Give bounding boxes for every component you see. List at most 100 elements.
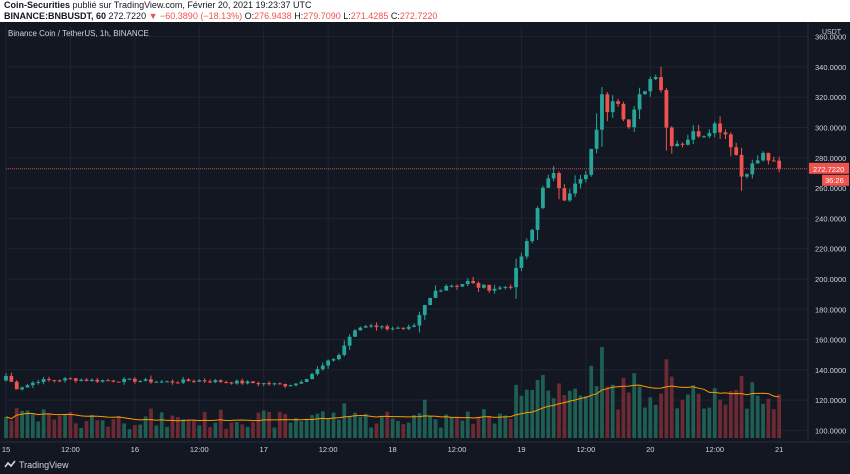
volume-bar bbox=[122, 423, 126, 438]
candle-body bbox=[428, 297, 433, 305]
candle-body bbox=[557, 173, 561, 189]
volume-bar bbox=[41, 409, 46, 438]
volume-bar bbox=[567, 390, 572, 438]
volume-bar bbox=[251, 421, 255, 438]
volume-bar bbox=[100, 420, 105, 438]
price-axis[interactable]: 360.0000 340.0000 320.0000 300.0000 280.0000… bbox=[809, 29, 849, 435]
candle-body bbox=[127, 378, 132, 380]
time-axis[interactable]: 15 12:00 16 12:00 17 12:00 18 12:00 19 12:00 20 12:… bbox=[2, 445, 783, 454]
volume-bar bbox=[374, 423, 379, 438]
volume-bar bbox=[626, 392, 631, 438]
tradingview-logo-icon[interactable] bbox=[4, 459, 16, 471]
volume-bar bbox=[766, 398, 771, 438]
publish-info: publié sur TradingView.com, Février 20, … bbox=[72, 0, 312, 10]
candle-body bbox=[213, 380, 218, 383]
candle-body bbox=[143, 379, 148, 381]
candle-body bbox=[669, 127, 674, 147]
volume-bar bbox=[218, 409, 223, 438]
volume-bar bbox=[481, 409, 486, 438]
volume-ma-line bbox=[5, 384, 780, 422]
x-tick-label: 12:00 bbox=[448, 445, 467, 454]
volume-bar bbox=[165, 426, 169, 438]
volume-bar bbox=[653, 404, 658, 438]
volume-bar bbox=[669, 376, 674, 438]
candle-body bbox=[439, 290, 443, 292]
candle-body bbox=[342, 345, 347, 355]
volume-bar bbox=[213, 422, 218, 438]
candle-body bbox=[503, 286, 508, 288]
candle-body bbox=[202, 380, 207, 382]
candle-body bbox=[68, 378, 73, 380]
volume-bar bbox=[734, 389, 739, 438]
candle-body bbox=[90, 379, 94, 382]
open-value: 276.9438 bbox=[254, 11, 292, 21]
x-tick-label: 12:00 bbox=[705, 445, 724, 454]
volume-bar bbox=[106, 426, 110, 438]
publisher-name[interactable]: Coin-Securities bbox=[4, 0, 71, 10]
chart-header: Coin-Securities publié sur TradingView.c… bbox=[0, 0, 850, 22]
volume-bar bbox=[304, 419, 309, 438]
volume-bar bbox=[750, 382, 755, 438]
candle-body bbox=[573, 183, 578, 194]
candle-body bbox=[106, 380, 110, 382]
volume-bar bbox=[745, 408, 749, 438]
volume-bar bbox=[229, 422, 234, 438]
candle-body bbox=[675, 143, 680, 147]
candle-body bbox=[659, 77, 663, 91]
candle-body bbox=[460, 284, 465, 287]
tradingview-brand[interactable]: TradingView bbox=[19, 460, 69, 470]
volume-bar bbox=[277, 411, 282, 438]
candle-body bbox=[310, 373, 314, 380]
candle-body bbox=[111, 380, 116, 382]
volume-bar bbox=[363, 413, 368, 438]
volume-bar bbox=[197, 425, 202, 438]
volume-bar bbox=[444, 414, 449, 438]
candle-body bbox=[476, 282, 481, 288]
candle-body bbox=[449, 285, 454, 287]
candle-body bbox=[186, 379, 191, 382]
candle-body bbox=[777, 160, 782, 169]
candle-body bbox=[299, 381, 304, 384]
volume-bar bbox=[299, 421, 304, 438]
volume-bar bbox=[73, 423, 78, 438]
countdown-label: 36:26 bbox=[825, 176, 844, 185]
chart-title: Binance Coin / TetherUS, 1h, BINANCE bbox=[8, 29, 149, 38]
symbol-label[interactable]: BINANCE:BNBUSDT, 60 bbox=[4, 11, 107, 21]
candle-body bbox=[288, 385, 293, 387]
candle-body bbox=[170, 381, 175, 383]
candle-body bbox=[541, 187, 545, 208]
volume-bar bbox=[256, 412, 261, 438]
candle-body bbox=[707, 133, 712, 137]
price-chart[interactable]: Binance Coin / TetherUS, 1h, BINANCE 360… bbox=[0, 22, 850, 456]
volume-bar bbox=[680, 399, 685, 438]
candle-body bbox=[771, 160, 776, 162]
volume-bar bbox=[186, 420, 191, 438]
volume-bar bbox=[492, 423, 497, 438]
volume-bar bbox=[455, 416, 459, 438]
volume-bar bbox=[36, 421, 41, 438]
price-change: −60.3890 (−18.13%) bbox=[160, 11, 243, 21]
volume-bar bbox=[524, 389, 529, 438]
x-tick-label: 12:00 bbox=[576, 445, 595, 454]
volume-bar bbox=[594, 386, 599, 438]
volume-bar bbox=[610, 384, 615, 438]
volume-bar bbox=[90, 414, 94, 438]
candle-body bbox=[283, 384, 288, 387]
volume-bar bbox=[439, 427, 443, 438]
candle-body bbox=[175, 382, 180, 384]
volume-bar bbox=[761, 403, 765, 438]
volume-bar bbox=[315, 413, 320, 438]
volume-bar bbox=[707, 407, 712, 438]
candle-body bbox=[20, 387, 24, 390]
current-price: 272.7220 bbox=[108, 11, 147, 21]
volume-bar bbox=[353, 412, 357, 438]
volume-bar bbox=[476, 416, 481, 438]
candle-body bbox=[224, 381, 229, 383]
volume-bar bbox=[208, 427, 212, 438]
candle-body bbox=[514, 267, 518, 288]
candle-body bbox=[100, 380, 105, 382]
volume-bar bbox=[755, 395, 760, 438]
candle-body bbox=[718, 123, 722, 133]
candle-body bbox=[691, 131, 696, 140]
candle-body bbox=[745, 174, 749, 177]
